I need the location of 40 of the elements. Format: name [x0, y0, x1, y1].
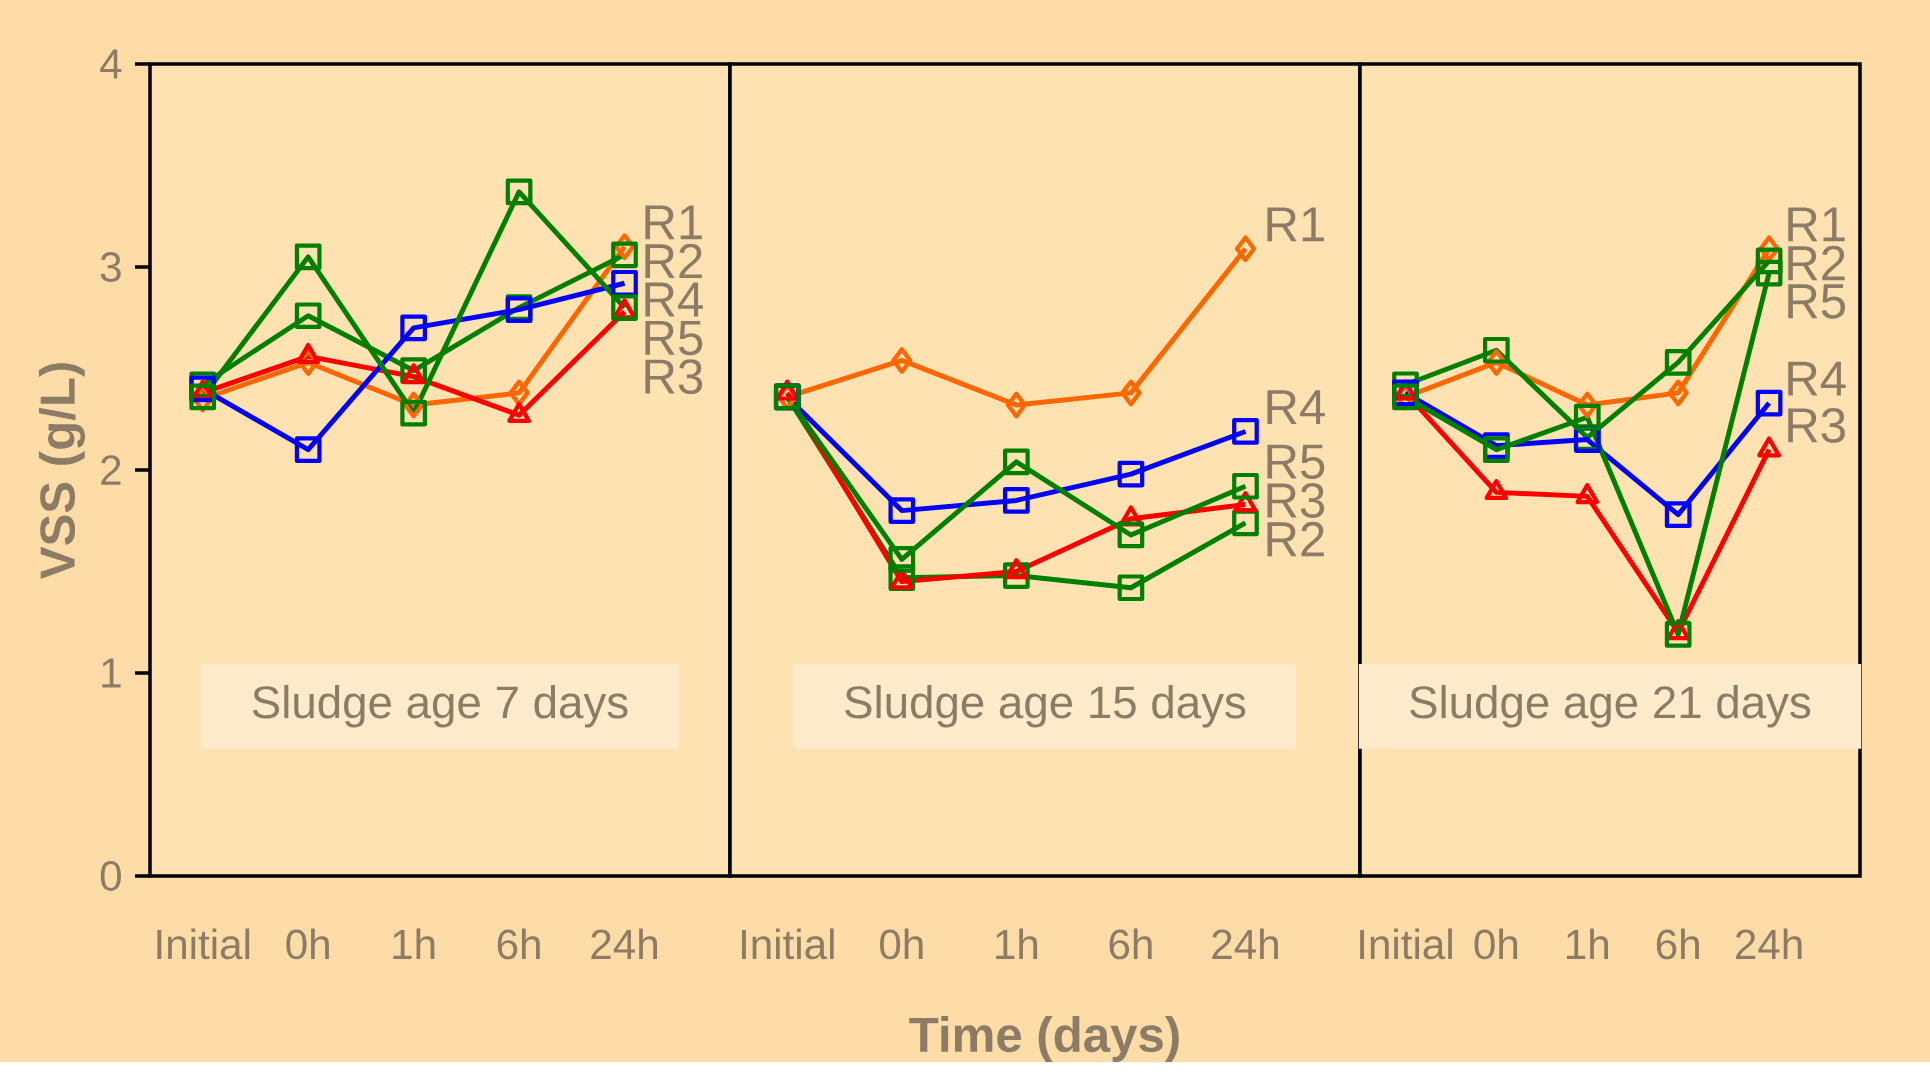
series-label: R2: [1788, 245, 1845, 281]
x-tick-label: 24h: [1736, 928, 1802, 960]
series-label: R2: [645, 243, 702, 279]
x-tick-label: 0h: [1474, 928, 1518, 960]
text: Sludge age 7 days: [252, 685, 628, 728]
x-tick-label: Initial: [1360, 928, 1452, 960]
x-tick-label: 6h: [1656, 928, 1699, 960]
x-tick-label: 0h: [880, 928, 923, 960]
y-axis-title: VSS (g/L): [38, 363, 85, 580]
x-tick-label: 24h: [1212, 928, 1278, 960]
series-label: R3: [1267, 483, 1325, 519]
series-label: R3: [645, 359, 703, 395]
y-tick-label: 1: [102, 658, 121, 688]
x-tick-label: 1h: [1567, 928, 1608, 960]
y-tick-label: 4: [100, 49, 122, 79]
series-label: R1: [1788, 207, 1845, 242]
text: Sludge age 21 days: [1410, 685, 1811, 728]
x-tick-label: Initial: [741, 928, 834, 960]
x-tick-label: 6h: [497, 928, 540, 960]
y-tick-label: 2: [101, 455, 121, 485]
series-label: R2: [1267, 521, 1324, 557]
series-label: R3: [1788, 408, 1845, 443]
series-label: R4: [645, 282, 703, 317]
y-tick-label: 3: [100, 252, 121, 283]
x-axis-title: Time (days): [909, 1016, 1179, 1063]
x-tick-label: 0h: [286, 928, 329, 960]
series-label: R5: [1788, 284, 1846, 319]
text: Sludge age 15 days: [845, 685, 1246, 728]
series-label: R4: [1267, 390, 1325, 425]
x-tick-label: Initial: [157, 928, 250, 960]
series-label: R4: [1788, 361, 1846, 396]
x-tick-label: 1h: [393, 928, 435, 960]
x-tick-label: 6h: [1109, 928, 1152, 960]
x-tick-label: 1h: [996, 928, 1038, 960]
y-tick-label: 0: [100, 861, 121, 892]
x-tick-label: 24h: [591, 928, 657, 960]
series-label: R5: [1267, 444, 1325, 480]
series-label: R5: [645, 321, 703, 356]
series-label: R1: [645, 205, 702, 240]
series-label: R1: [1267, 207, 1324, 242]
